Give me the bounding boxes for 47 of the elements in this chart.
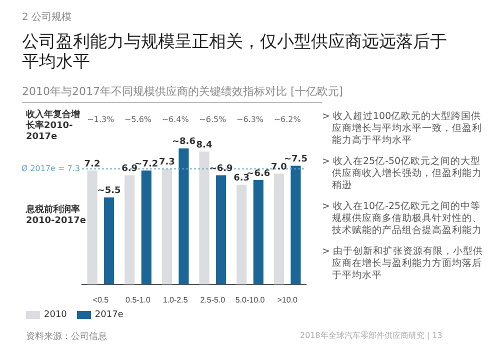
bar (253, 180, 264, 284)
bar (236, 184, 247, 284)
data-label: 6.3 (234, 174, 250, 184)
x-tick-label: 5.0-10.0 (235, 295, 266, 304)
legend-label: 2017e (94, 310, 124, 320)
x-tick-label: 0.5-1.0 (126, 295, 152, 304)
data-label: 7.3 (158, 158, 175, 168)
bar (87, 170, 98, 284)
bar (104, 197, 114, 284)
data-label: 7.2 (84, 159, 100, 170)
bar (162, 168, 172, 284)
text: 2 公司规模 (22, 10, 72, 24)
text: ~6.5% (199, 115, 227, 124)
data-label: 8.4 (196, 140, 212, 150)
text: 2018年全球汽车零部件供应商研究 | 13 (300, 330, 442, 341)
text: ~6.2% (274, 115, 302, 124)
text: ~6.4% (162, 115, 190, 124)
text: ~6.3% (236, 115, 264, 124)
x-tick-label: >10.0 (277, 295, 298, 304)
x-tick-label: <0.5 (92, 295, 110, 304)
text: ~1.3% (87, 115, 115, 124)
bar (199, 151, 210, 284)
text: ~5.6% (124, 115, 152, 124)
text: > 由于创新和扩张资源有限，小型供应商在增长与盈利能力方面均落后于平均水平 (322, 246, 484, 282)
data-label: 7.0 (270, 162, 287, 172)
data-label: ~5.5 (97, 186, 121, 196)
text: > 收入在25亿-50亿欧元之间的大型供应商收入增长强劲，但盈利能力稍逊 (322, 156, 483, 192)
bar (124, 175, 135, 284)
data-label: ~6.9 (209, 164, 233, 174)
ref-line-label: Ø 2017e = 7.3 (21, 164, 80, 173)
chart-subtitle: 2010年与2017年不同规模供应商的关键绩效指标对比 [十亿欧元] (22, 84, 344, 100)
x-tick-label: 2.5-5.0 (200, 295, 226, 304)
chart-title: 公司盈利能力与规模呈正相关，仅小型供应商远远落后于平均水平 (22, 32, 448, 72)
data-label: ~8.6 (172, 137, 196, 148)
legend-label: 2010 (43, 310, 67, 320)
text: > 收入超过100亿欧元的大型跨国供应商增长与平均水平一致，但盈利能力高于平均水平 (322, 111, 483, 147)
x-tick-label: 1.0-2.5 (162, 295, 188, 304)
bar (178, 148, 189, 284)
bar (274, 174, 284, 284)
bar (290, 166, 301, 284)
y-axis-title: 息税前利润率2010-2017e (26, 205, 87, 227)
bar (216, 175, 226, 284)
bar (141, 170, 152, 284)
text: 收入年复合增长率2010-2017e (26, 110, 81, 143)
text: 资料来源：公司信息 (26, 330, 107, 343)
text: > 收入在10亿-25亿欧元之间的中等规模供应商多借助极具针对性的、技术赋能的产品组合提高盈利能力 (322, 201, 483, 237)
data-label: 6.9 (122, 164, 138, 174)
